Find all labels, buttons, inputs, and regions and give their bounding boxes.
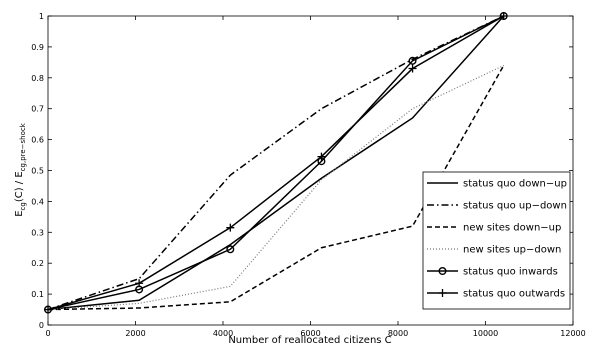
series-5 <box>44 12 508 314</box>
series-line <box>47 64 504 311</box>
legend-entry: new sites down−up <box>427 223 561 234</box>
legend-label: new sites down−up <box>463 223 561 234</box>
legend-label: new sites up−down <box>463 245 561 256</box>
series-1 <box>47 15 505 311</box>
legend-label: status quo outwards <box>463 289 565 300</box>
y-tick-label: 1 <box>39 12 44 21</box>
series-line <box>47 15 505 311</box>
plus-marker <box>408 64 417 73</box>
legend-label: status quo inwards <box>463 267 558 278</box>
y-axis-label-prefix-sub: cg <box>19 202 27 210</box>
x-tick-label: 2000 <box>125 329 145 338</box>
x-tick-label: 6000 <box>300 329 320 338</box>
legend-entry: status quo outwards <box>427 289 565 300</box>
y-tick-label: 0.9 <box>31 43 44 52</box>
circle-marker <box>408 56 417 65</box>
y-tick-label: 0.6 <box>31 136 44 145</box>
legend-entry: status quo up−down <box>427 201 567 212</box>
legend: status quo down−up status quo up−down new … <box>422 171 571 310</box>
x-tick-label: 12000 <box>560 329 585 338</box>
x-axis-label: Number of reallocated citizens C <box>228 335 391 346</box>
legend-label: status quo down−up <box>463 179 567 190</box>
series-line <box>47 15 505 311</box>
circle-marker <box>438 267 447 276</box>
series-3 <box>47 64 504 311</box>
plus-marker <box>135 279 144 288</box>
x-tick-label: 10000 <box>473 329 498 338</box>
legend-entry: status quo down−up <box>427 179 567 190</box>
y-tick-label: 0.5 <box>31 167 44 176</box>
legend-box <box>422 171 571 310</box>
legend-entry: status quo inwards <box>427 267 558 278</box>
x-tick-label: 8000 <box>388 329 408 338</box>
y-axis-label-middle: (C) / E <box>14 171 25 202</box>
y-axis-label-group: Ecg(C) / Ecg,pre−shock <box>14 122 27 217</box>
y-tick-label: 0.2 <box>31 259 44 268</box>
plus-marker <box>317 152 326 161</box>
y-tick-label: 0.7 <box>31 105 44 114</box>
y-axis-label: Ecg(C) / Ecg,pre−shock <box>14 122 27 217</box>
y-tick-label: 0.3 <box>31 228 44 237</box>
plus-marker <box>226 223 235 232</box>
series-layer <box>44 11 508 314</box>
legend-entry: new sites up−down <box>427 245 561 256</box>
plus-marker <box>44 305 52 314</box>
y-tick-label: 0.1 <box>31 290 44 299</box>
series-line <box>47 15 505 311</box>
plus-marker <box>438 289 447 297</box>
x-tick-label: 0 <box>45 329 50 338</box>
axis-ticks: 0 2000 4000 6000 8000 10000 12000 0 0.1 0.2 0.3 0.4… <box>31 12 585 338</box>
y-axis-label-prefix: E <box>14 210 25 216</box>
x-tick-label: 4000 <box>213 329 233 338</box>
y-tick-label: 0.4 <box>31 197 44 206</box>
circle-marker <box>226 245 235 254</box>
plus-marker <box>499 12 508 20</box>
y-tick-label: 0 <box>39 321 44 330</box>
y-axis-label-suffix-sub: cg,pre−shock <box>19 122 27 171</box>
y-tick-label: 0.8 <box>31 74 44 83</box>
legend-label: status quo up−down <box>463 201 567 212</box>
